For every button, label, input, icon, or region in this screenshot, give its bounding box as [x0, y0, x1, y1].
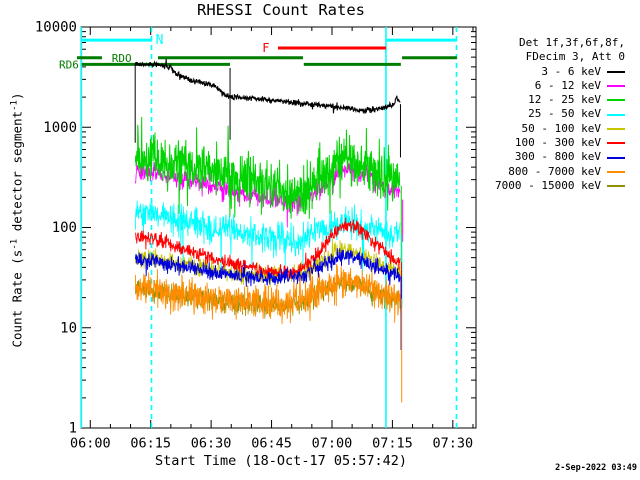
legend-item: 3 - 6 keV [495, 65, 625, 79]
legend-item-label: 50 - 100 keV [521, 121, 601, 135]
series-25-50keV [134, 199, 401, 275]
legend-item: 50 - 100 keV [495, 122, 625, 136]
plot-timestamp: 2-Sep-2022 03:49 [555, 463, 637, 473]
legend-item-label: 100 - 300 keV [514, 136, 601, 150]
y-axis-title: Count Rate (s-1 detector segment-1) [9, 93, 24, 348]
legend-item-color-line [607, 156, 625, 159]
series-100-300keV [134, 217, 401, 280]
legend-item-label: 7000 - 15000 keV [495, 178, 601, 192]
legend-item-color-line [607, 170, 625, 173]
legend-item-color-line [607, 70, 625, 73]
flag-label-rdo: RDO [112, 52, 132, 65]
legend-item: 800 - 7000 keV [495, 165, 625, 179]
y-tick-label: 100 [52, 220, 77, 236]
legend-item-color-line [607, 85, 625, 88]
legend-item-label: 12 - 25 keV [528, 93, 601, 107]
series-12-25keV [134, 116, 401, 219]
y-axis-title-sup2: -1 [9, 100, 20, 111]
x-tick-label: 06:00 [70, 436, 111, 452]
legend-item-label: 6 - 12 keV [534, 78, 601, 92]
y-axis-title-text3: ) [9, 92, 25, 101]
flag-label-n: N [156, 33, 164, 48]
legend: Det 1f,3f,6f,8f, FDecim 3, Att 0 3 - 6 k… [495, 36, 625, 193]
legend-item-color-line [607, 127, 625, 130]
legend-header-detectors: Det 1f,3f,6f,8f, [519, 36, 625, 49]
legend-item: 25 - 50 keV [495, 107, 625, 121]
legend-item-color-line [607, 185, 625, 188]
legend-item-label: 25 - 50 keV [528, 107, 601, 121]
x-tick-label: 07:00 [312, 436, 353, 452]
legend-item-color-line [607, 113, 625, 116]
legend-item: 300 - 800 keV [495, 150, 625, 164]
legend-item: 7000 - 15000 keV [495, 179, 625, 193]
y-axis-title-sup1: -1 [9, 238, 20, 250]
series-300-800keV [134, 248, 401, 287]
y-tick-label: 10000 [35, 20, 77, 36]
x-tick-label: 07:15 [372, 436, 413, 452]
legend-item: 12 - 25 keV [495, 93, 625, 107]
y-tick-label: 1000 [43, 120, 77, 136]
x-tick-label: 06:15 [130, 436, 171, 452]
flag-label-f: F [262, 41, 269, 55]
y-tick-label: 10 [60, 320, 77, 336]
y-tick-label: 1 [69, 421, 77, 437]
legend-item-color-line [607, 99, 625, 102]
y-axis-title-text: Count Rate (s [9, 249, 25, 348]
legend-item-color-line [607, 142, 625, 145]
legend-item: 100 - 300 keV [495, 136, 625, 150]
legend-item-label: 3 - 6 keV [541, 64, 601, 78]
legend-item-label: 300 - 800 keV [514, 150, 601, 164]
chart-title: RHESSI Count Rates [197, 1, 365, 19]
series-800-7000keV [134, 263, 401, 325]
series-3-6keV [134, 58, 401, 115]
y-axis-title-text2: detector segment [9, 110, 25, 239]
legend-header-decim: FDecim 3, Att 0 [525, 50, 625, 64]
legend-item-label: 800 - 7000 keV [508, 164, 601, 178]
legend-item: 6 - 12 keV [495, 79, 625, 93]
x-tick-label: 06:45 [251, 436, 292, 452]
flag-label-rd6: RD6 [59, 58, 79, 71]
x-axis-title: Start Time (18-Oct-17 05:57:42) [155, 453, 407, 469]
x-tick-label: 06:30 [191, 436, 232, 452]
x-tick-label: 07:30 [433, 436, 474, 452]
